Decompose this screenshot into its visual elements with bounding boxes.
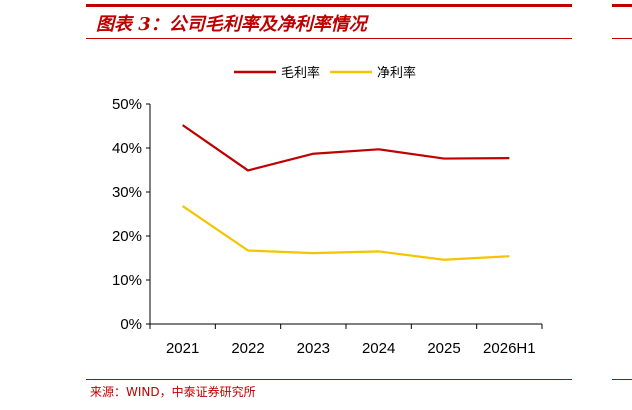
x-tick-label: 2024 (362, 340, 395, 357)
figure-title: 图表 3：公司毛利率及净利率情况 (96, 14, 367, 35)
y-tick-label: 30% (112, 184, 142, 201)
chart-area: 0% 10% 20% 30% 40% 50% 2021 2022 2023 2024 2025 202… (86, 40, 572, 380)
figure-title-row: 图表 3：公司毛利率及净利率情况 (96, 10, 367, 36)
x-tick-label: 2021 (166, 340, 199, 357)
next-panel-top-rule (612, 4, 632, 7)
title-bottom-rule (86, 38, 572, 39)
y-tick-label: 10% (112, 272, 142, 289)
legend-label-net-margin: 净利率 (377, 65, 416, 80)
x-tick-label: 2026H1 (483, 340, 536, 357)
source-note: 来源：WIND，中泰证券研究所 (90, 385, 256, 399)
x-tick-label: 2023 (297, 340, 330, 357)
next-panel-bottom-rule (612, 379, 632, 380)
next-panel-title-rule (612, 38, 632, 39)
y-tick-label: 40% (112, 140, 142, 157)
x-tick-label: 2022 (231, 340, 264, 357)
y-tick-label: 0% (120, 316, 142, 333)
x-tick-label: 2025 (427, 340, 460, 357)
source-top-rule (86, 379, 572, 380)
series-line-gross-margin (182, 124, 510, 172)
y-tick-label: 50% (112, 96, 142, 113)
y-tick-label: 20% (112, 228, 142, 245)
series-line-net-margin (182, 205, 510, 261)
line-chart: 0% 10% 20% 30% 40% 50% 2021 2022 2023 2024 2025 202… (112, 65, 543, 357)
legend-label-gross-margin: 毛利率 (281, 65, 320, 80)
title-top-rule (86, 4, 572, 7)
